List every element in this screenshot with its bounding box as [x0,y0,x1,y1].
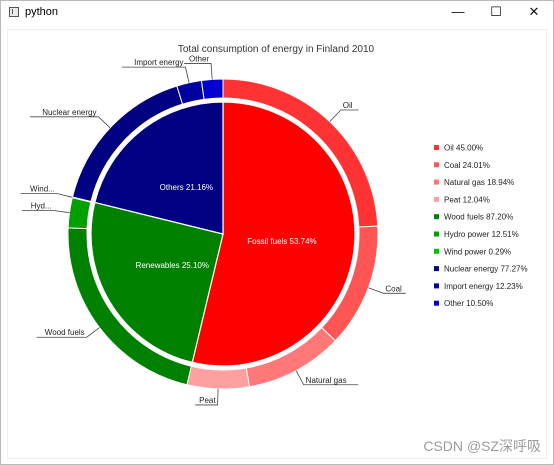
legend-marker [434,248,439,254]
outer-slice-label: Coal [385,284,402,293]
legend-marker [434,179,439,185]
leader-line [368,287,406,294]
close-button[interactable]: ✕ [528,3,540,19]
python-app-icon [9,6,19,17]
legend-entry: Oil 45.00% [444,144,483,153]
legend-entry: Other 10.50% [444,299,493,308]
inner-slice-renewables[interactable] [90,201,224,364]
leader-line [22,210,70,214]
outer-slice-label: Import energy [134,58,183,67]
inner-slice-label: Others 21.16% [160,183,213,192]
outer-slice-import-energy[interactable] [176,79,205,105]
outer-slice-label: Other [189,54,209,63]
donut-chart: Total consumption of energy in Finland 2… [20,44,528,406]
outer-slice-other[interactable] [200,78,224,100]
outer-slice-label: Wind... [30,185,55,194]
title-bar[interactable]: python — ☐ ✕ [1,1,553,22]
legend-marker [434,300,439,306]
leader-line [329,109,359,122]
legend-marker [434,196,439,202]
outer-slice-label: Wood fuels [45,328,85,337]
legend-marker [434,283,439,289]
maximize-button[interactable]: ☐ [490,3,502,19]
window-title: python [25,5,59,18]
chart-view: Total consumption of energy in Finland 2… [7,29,547,459]
outer-slice-label: Peat [199,396,216,405]
outer-slice-label: Hyd... [31,201,52,210]
legend-entry: Import energy 12.23% [444,282,523,291]
leader-line [121,66,190,83]
leader-line [195,388,219,406]
leader-line [184,63,213,80]
legend-marker [434,162,439,168]
legend-marker [434,145,439,150]
legend-marker [434,231,439,237]
watermark: CSDN @SZ深呼吸 [423,438,541,454]
outer-slice-label: Oil [343,101,353,110]
chart-title: Total consumption of energy in Finland 2… [178,44,375,55]
inner-pie: Fossil fuels 53.74% Renewables 25.10% Othe… [90,101,356,367]
inner-slice-fossil-fuels[interactable] [191,101,356,367]
outer-slice-label: Nuclear energy [42,108,96,117]
inner-slice-label: Fossil fuels 53.74% [247,237,316,246]
minimize-button[interactable]: — [451,4,465,19]
inner-slice-others[interactable] [94,101,224,235]
leader-line [36,327,100,338]
leader-line [295,370,359,386]
outer-ring [67,78,379,390]
legend: Oil 45.00% Coal 24.01% Natural gas 18.94% P… [434,144,528,308]
leader-line [30,116,111,129]
inner-slice-label: Renewables 25.10% [136,261,209,270]
legend-entry: Hydro power 12.51% [444,230,519,239]
legend-entry: Peat 12.04% [444,195,490,204]
leader-line [20,193,73,198]
outer-slice-peat[interactable] [186,365,251,390]
legend-entry: Coal 24.01% [444,161,490,170]
legend-marker [434,266,439,272]
outer-slice-label: Natural gas [306,376,347,385]
legend-entry: Wind power 0.29% [444,247,511,256]
legend-entry: Natural gas 18.94% [444,178,514,187]
legend-entry: Wood fuels 87.20% [444,213,513,222]
window-controls: — ☐ ✕ [439,1,553,22]
legend-marker [434,214,439,220]
outer-labels: Oil Coal Natural gas Peat Wood fuels Hyd... Wi… [20,54,406,406]
legend-entry: Nuclear energy 77.27% [444,265,528,274]
outer-slice-hyd[interactable] [67,197,92,230]
